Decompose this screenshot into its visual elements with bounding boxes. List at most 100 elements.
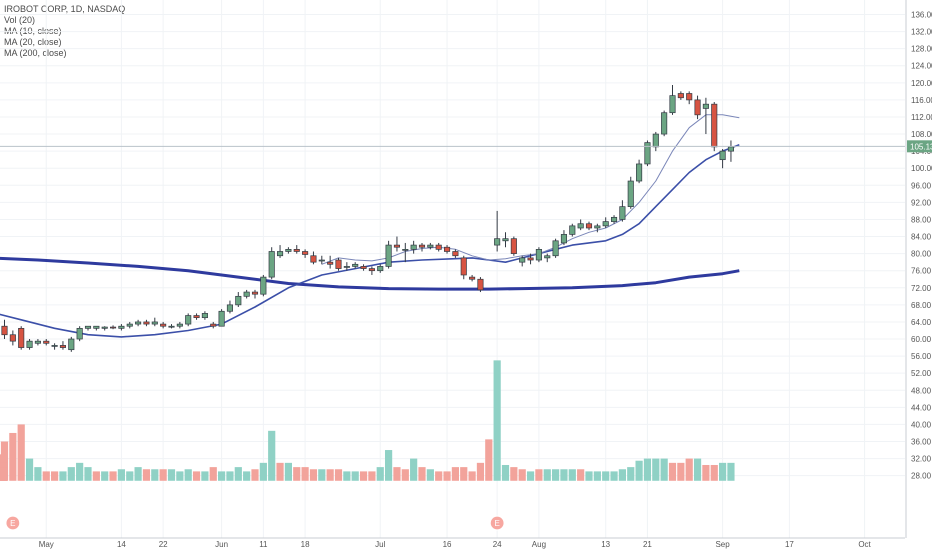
candle-body — [102, 327, 107, 328]
volume-bar — [185, 469, 192, 481]
volume-bar — [619, 469, 626, 481]
volume-bar — [293, 467, 300, 481]
volume-bar — [251, 469, 258, 481]
candle-body — [611, 217, 616, 221]
candle — [586, 222, 591, 231]
candle-body — [661, 113, 666, 134]
time-axis[interactable]: May 14 22 Jun 11 18 Jul 16 24 Aug 13 21 Sep 17 Oct — [39, 540, 872, 549]
candle — [102, 326, 107, 330]
volume-bar — [18, 424, 25, 480]
candle-body — [469, 277, 474, 279]
time-tick-label: Oct — [858, 540, 871, 549]
candle-body — [570, 226, 575, 235]
candle — [628, 177, 633, 209]
candle — [511, 237, 516, 256]
candle-body — [403, 249, 408, 250]
volume-bar — [118, 469, 125, 481]
candle — [110, 325, 115, 329]
candle — [244, 290, 249, 299]
time-tick-label: 11 — [259, 540, 268, 549]
candle — [553, 239, 558, 258]
candle — [361, 264, 366, 270]
candle-body — [169, 326, 174, 327]
candle — [536, 247, 541, 262]
candle — [186, 313, 191, 326]
time-tick-label: 24 — [493, 540, 502, 549]
ma20-line — [0, 145, 739, 337]
ma200-line — [0, 258, 739, 289]
candle — [712, 102, 717, 151]
candle — [127, 322, 132, 328]
volume-bar — [310, 469, 317, 481]
candle — [94, 326, 99, 330]
last-price-tag: 105.13 — [0, 140, 932, 152]
price-tick-label: 136.00 — [911, 11, 932, 20]
price-axis[interactable]: 28.00 32.00 36.00 40.00 44.00 48.00 52.00 56.00… — [911, 11, 932, 481]
candle-body — [411, 245, 416, 249]
candle — [44, 339, 49, 345]
candle — [336, 258, 341, 271]
volume-bar — [302, 467, 309, 481]
candle — [294, 245, 299, 254]
volume-bar — [9, 433, 16, 481]
candle — [695, 96, 700, 119]
price-tick-label: 132.00 — [911, 28, 932, 37]
volume-bar — [544, 469, 551, 481]
candle — [369, 266, 374, 275]
time-tick-label: 13 — [601, 540, 610, 549]
candle-body — [645, 143, 650, 164]
candle — [144, 320, 149, 326]
candle-body — [494, 239, 499, 245]
candle — [211, 322, 216, 328]
candle-body — [444, 247, 449, 251]
candle-body — [653, 134, 658, 147]
volume-bar — [393, 467, 400, 481]
volume-bar — [243, 471, 250, 480]
candle-body — [85, 326, 90, 328]
candle — [603, 217, 608, 228]
candle-body — [553, 241, 558, 256]
earnings-markers: EE — [6, 516, 504, 530]
candle-body — [369, 269, 374, 271]
price-tick-label: 40.00 — [911, 420, 932, 429]
volume-bar — [502, 465, 509, 481]
price-tick-label: 92.00 — [911, 198, 932, 207]
candle — [444, 245, 449, 254]
time-tick-label: Jul — [375, 540, 385, 549]
price-tick-label: 36.00 — [911, 438, 932, 447]
candle — [653, 132, 658, 151]
volume-bar — [109, 471, 116, 480]
volume-bar — [235, 467, 242, 481]
candle — [135, 320, 140, 326]
candle — [687, 91, 692, 104]
candle-body — [436, 245, 441, 249]
candle-body — [202, 313, 207, 317]
candle — [286, 247, 291, 253]
candle-body — [561, 234, 566, 243]
candle-body — [194, 316, 199, 318]
price-tick-label: 60.00 — [911, 335, 932, 344]
volume-bar — [343, 471, 350, 480]
volume-bar — [377, 467, 384, 481]
volume-bars — [0, 360, 735, 480]
volume-bar — [135, 467, 142, 481]
candle — [661, 111, 666, 137]
candle — [561, 230, 566, 245]
price-tick-label: 52.00 — [911, 369, 932, 378]
volume-bar — [519, 469, 526, 481]
time-tick-label: Aug — [532, 540, 546, 549]
candle — [461, 256, 466, 279]
time-tick-label: May — [39, 540, 54, 549]
candle-body — [361, 266, 366, 268]
candle — [69, 337, 74, 352]
volume-bar — [602, 471, 609, 480]
volume-bar — [552, 469, 559, 481]
price-tick-label: 68.00 — [911, 301, 932, 310]
candle — [670, 85, 675, 115]
candle-body — [712, 104, 717, 147]
volume-bar — [260, 463, 267, 481]
candle-body — [503, 239, 508, 241]
price-tick-label: 72.00 — [911, 284, 932, 293]
volume-bar — [644, 459, 651, 481]
